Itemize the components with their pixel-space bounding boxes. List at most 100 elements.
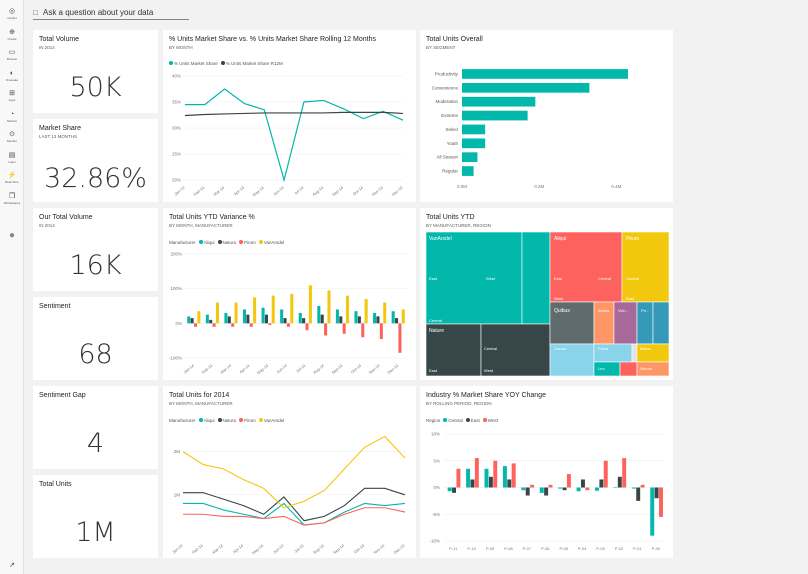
bar: [305, 323, 309, 331]
y-tick-label: 25%: [172, 152, 181, 157]
card-total-units[interactable]: Total Units 1M: [33, 475, 158, 558]
card-total-volume[interactable]: Total Volume IN 2014 50K: [33, 30, 158, 113]
x-tick-label: P-04: [578, 546, 587, 551]
treemap-label: VanArsdel: [429, 236, 452, 242]
bar: [462, 82, 590, 93]
nav-item-label: Metrics: [7, 118, 17, 123]
bar: [376, 316, 380, 324]
chat-icon: □: [33, 8, 38, 17]
tile-subtitle: BY SEGMENT: [426, 45, 456, 50]
bar: [525, 487, 530, 496]
nav-item-monitor[interactable]: ⊙ Monitor: [0, 131, 24, 143]
bar: [613, 486, 618, 488]
nav-item-real-time[interactable]: ⚡ Real-Time: [0, 172, 24, 184]
treemap-cell: [619, 361, 638, 377]
bar: [209, 319, 213, 324]
card-sentiment[interactable]: Sentiment 68: [33, 297, 158, 380]
x-tick-label: May-14: [251, 184, 265, 197]
card-our-total-volume[interactable]: Our Total Volume IN 2014 16K: [33, 208, 158, 291]
nav-item-browse[interactable]: ▭ Browse: [0, 49, 24, 61]
y-tick-label: 1M: [174, 492, 181, 497]
bar: [462, 124, 486, 135]
line-chart: 1M 2M Jan-14 Feb-14 Mar-14 Apr-14 May-14 Jun-14…: [171, 435, 406, 555]
bar: [562, 487, 567, 491]
expand-icon[interactable]: ↗: [9, 562, 15, 569]
avatar[interactable]: ●: [8, 230, 16, 241]
bar: [391, 311, 395, 324]
bar: [253, 297, 257, 324]
nav-item-create[interactable]: ⊕ Create: [0, 29, 24, 41]
treemap-label: Central: [484, 346, 497, 351]
y-tick-label: 20%: [172, 178, 181, 183]
tile-industry-yoy[interactable]: Industry % Market Share YOY Change BY RO…: [420, 386, 673, 558]
legend-item: Natura: [222, 240, 237, 245]
bar: [631, 487, 636, 489]
nav-item-learn[interactable]: ▤ Learn: [0, 152, 24, 164]
tile-ytd-variance[interactable]: Total Units YTD Variance % BY MONTH, MAN…: [163, 208, 416, 380]
nav-item-label: Real-Time: [5, 180, 19, 184]
tile-units-ytd[interactable]: Total Units YTD BY MANUFACTURER, REGION …: [420, 208, 673, 380]
bar: [286, 323, 290, 327]
x-tick-label: 0.4M: [611, 184, 621, 189]
x-tick-label: P-08: [504, 546, 513, 551]
bar: [466, 468, 471, 488]
book-icon: ▤: [8, 151, 16, 159]
bar: [511, 463, 516, 488]
bar: [462, 166, 474, 176]
y-tick-label: -5%: [432, 512, 440, 517]
treemap-label: Abbas: [598, 308, 609, 313]
y-tick-label: 2M: [174, 449, 181, 454]
x-tick-label: Nov-14: [368, 362, 382, 375]
bar: [246, 314, 250, 324]
card-value: 1M: [75, 517, 116, 548]
x-tick-label: P-01: [633, 546, 642, 551]
left-nav-rail: ◎ Copilot ⊕ Create ▭ Browse ◐ OneLake ⊞ Apps ◔ Metr…: [0, 0, 24, 574]
bar: [659, 487, 663, 517]
bar: [215, 302, 219, 324]
bar: [447, 487, 452, 492]
bar: [249, 323, 253, 327]
y-tick-label: 40%: [172, 74, 181, 79]
tile-title: Total Units YTD Variance %: [169, 214, 255, 221]
card-market-share[interactable]: Market Share LAST 13 MONTHS 32.86%: [33, 119, 158, 202]
x-tick-label: Aug-14: [312, 362, 326, 375]
bar: [308, 285, 312, 324]
bar: [379, 323, 383, 339]
bar: [558, 487, 563, 489]
treemap-cell: [549, 343, 595, 377]
x-tick-label: Feb-14: [201, 362, 215, 374]
category-label: Convenience: [432, 85, 459, 90]
bar: [640, 484, 645, 488]
bar: [264, 314, 268, 324]
x-tick-label: 0.0M: [457, 184, 467, 189]
legend-item: % Units Market Share: [174, 61, 218, 66]
bar: [650, 487, 655, 536]
tile-units-2014[interactable]: Total Units for 2014 BY MONTH, MANUFACTU…: [163, 386, 416, 558]
bar: [212, 323, 216, 327]
treemap-label: Quibus: [554, 308, 570, 314]
tile-units-overall[interactable]: Total Units Overall BY SEGMENT Productiv…: [420, 30, 673, 202]
card-title: Sentiment Gap: [39, 392, 86, 399]
card-sentiment-gap[interactable]: Sentiment Gap 4: [33, 386, 158, 469]
bar: [462, 110, 528, 121]
bar: [383, 302, 387, 324]
x-tick-label: P-00: [652, 546, 661, 551]
nav-item-onelake[interactable]: ◐ OneLake: [0, 70, 24, 82]
x-tick-label: Apr-14: [233, 184, 246, 196]
bar: [271, 295, 275, 324]
nav-item-apps[interactable]: ⊞ Apps: [0, 90, 24, 102]
bar: [456, 468, 461, 488]
category-label: Select: [445, 127, 458, 132]
qa-box[interactable]: □ Ask a question about your data: [33, 6, 189, 20]
tile-subtitle: BY MONTH: [169, 45, 193, 50]
tile-share-rolling[interactable]: % Units Market Share vs. % Units Market …: [163, 30, 416, 202]
nav-item-copilot[interactable]: ◎ Copilot: [0, 8, 24, 20]
category-label: Youth: [447, 141, 459, 146]
nav-item-metrics[interactable]: ◔ Metrics: [0, 111, 24, 123]
bar: [548, 484, 553, 488]
x-tick-label: P-03: [596, 546, 605, 551]
y-tick-label: 35%: [172, 100, 181, 105]
nav-item-workspaces[interactable]: ❐ Workspaces: [0, 193, 24, 205]
x-tick-label: P-10: [467, 546, 476, 551]
chart-legend: % Units Market Share % Units Market Share…: [169, 61, 283, 66]
